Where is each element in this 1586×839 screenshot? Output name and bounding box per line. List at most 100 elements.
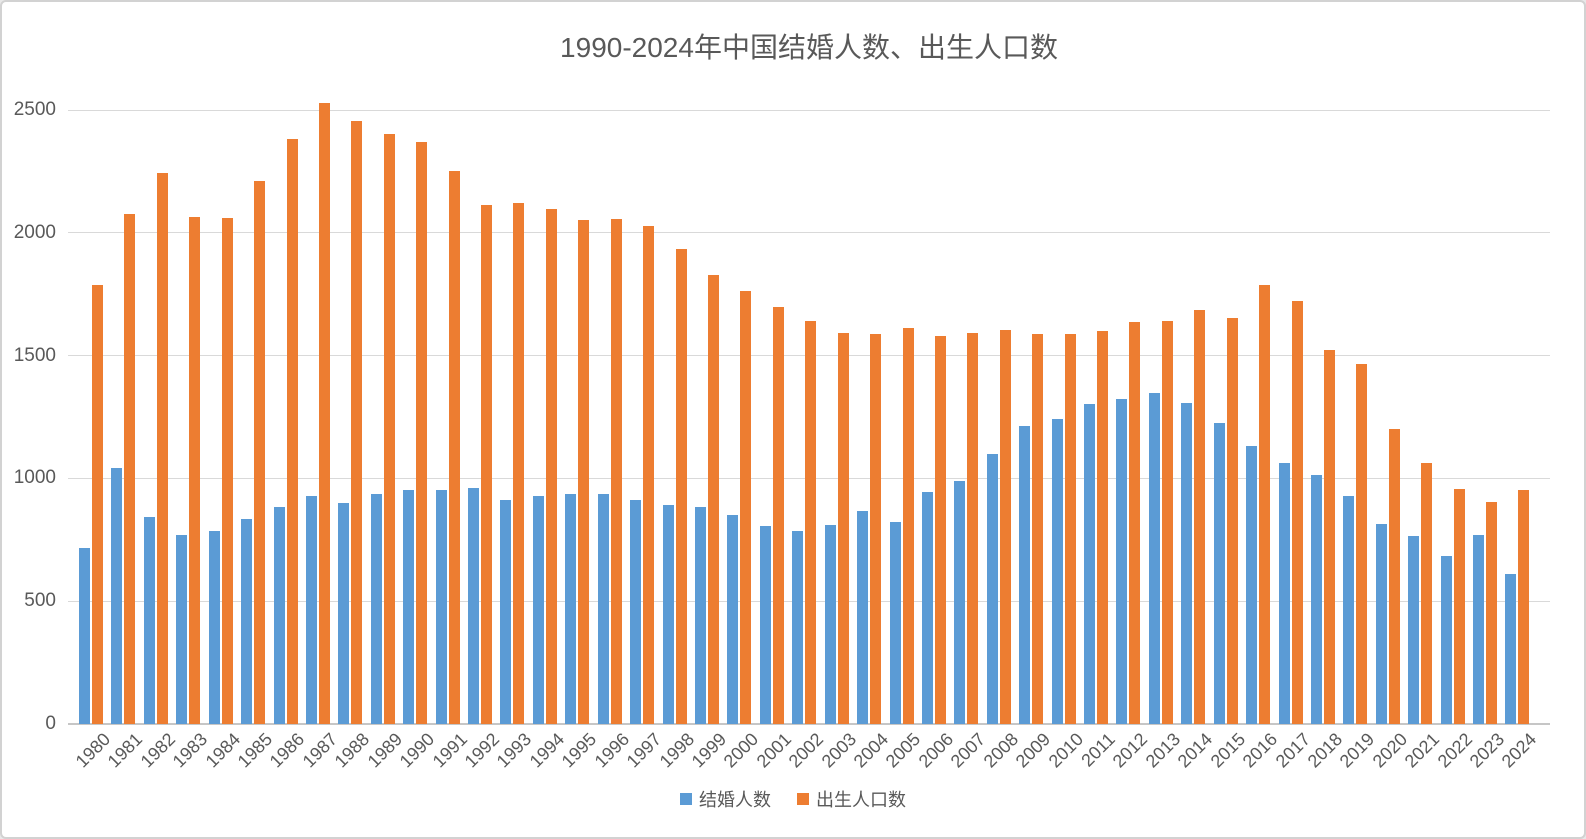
marriage-bar-1992 — [468, 487, 480, 724]
birth-bar-2018 — [1323, 349, 1335, 724]
marriage-bar-2006 — [921, 491, 933, 724]
x-tick-label-2018: 2018 — [1303, 729, 1347, 772]
birth-bar-1983 — [189, 216, 201, 724]
x-tick-label-1983: 1983 — [168, 729, 212, 772]
marriage-bar-2012 — [1116, 398, 1128, 724]
birth-bar-1992 — [481, 205, 493, 724]
birth-bar-2008 — [999, 330, 1011, 724]
gridline-2000 — [68, 232, 1550, 234]
x-tick-label-1992: 1992 — [460, 729, 504, 772]
birth-bar-2011 — [1097, 331, 1109, 724]
marriage-bar-1995 — [565, 494, 577, 724]
marriage-bar-2018 — [1310, 474, 1322, 724]
legend-swatch-icon — [680, 793, 692, 805]
gridline-2500 — [68, 109, 1550, 111]
marriage-bar-2007 — [954, 480, 966, 724]
y-tick-label-2500: 2500 — [13, 99, 56, 120]
birth-bar-2016 — [1259, 285, 1271, 724]
y-tick-label-2000: 2000 — [13, 221, 56, 243]
birth-bar-1995 — [578, 220, 590, 724]
marriage-bar-2017 — [1278, 462, 1290, 724]
marriage-bar-2019 — [1343, 496, 1355, 724]
birth-bar-2007 — [967, 333, 979, 724]
legend-item-birth: 出生人口数 — [797, 786, 906, 812]
marriage-bar-1987 — [305, 496, 317, 724]
marriage-bar-1985 — [241, 518, 253, 724]
birth-bar-2024 — [1518, 489, 1530, 724]
x-tick-label-2014: 2014 — [1173, 729, 1217, 772]
chart-title: 1990-2024年中国结婚人数、出生人口数 — [560, 32, 1058, 63]
marriage-bar-2011 — [1084, 404, 1096, 724]
birth-bar-2005 — [902, 328, 914, 724]
marriage-bar-2016 — [1246, 445, 1258, 724]
marriage-bar-1981 — [111, 468, 123, 724]
birth-bar-2015 — [1226, 317, 1238, 724]
x-tick-label-2013: 2013 — [1141, 729, 1185, 772]
x-tick-label-2012: 2012 — [1109, 729, 1152, 772]
marriage-bar-2005 — [889, 521, 901, 724]
x-tick-label-1984: 1984 — [201, 729, 244, 772]
legend-label: 结婚人数 — [699, 790, 771, 810]
birth-bar-2020 — [1388, 429, 1400, 724]
x-tick-label-2023: 2023 — [1465, 729, 1509, 772]
marriage-bar-1982 — [143, 517, 155, 724]
marriage-bar-2015 — [1213, 423, 1225, 724]
marriage-bar-1988 — [338, 503, 350, 724]
x-tick-label-2017: 2017 — [1271, 729, 1314, 772]
x-tick-label-2006: 2006 — [914, 729, 958, 772]
x-tick-label-1993: 1993 — [493, 729, 536, 772]
legend: 结婚人数 出生人口数 — [2, 786, 1584, 812]
birth-bar-2021 — [1421, 463, 1433, 724]
birth-bar-1980 — [92, 285, 103, 724]
marriage-bar-2021 — [1408, 536, 1420, 724]
x-tick-label-1998: 1998 — [655, 729, 698, 772]
marriage-bar-1993 — [500, 499, 512, 724]
y-tick-label-1000: 1000 — [13, 467, 56, 489]
birth-bar-1989 — [383, 133, 395, 724]
marriage-bar-2001 — [759, 526, 771, 724]
marriage-bar-2010 — [1051, 419, 1063, 724]
marriage-bar-1997 — [630, 499, 642, 724]
marriage-bar-1989 — [370, 493, 382, 724]
birth-bar-1999 — [707, 275, 719, 724]
birth-bar-1998 — [675, 249, 687, 724]
marriage-bar-2008 — [986, 454, 998, 724]
marriage-bar-2013 — [1148, 393, 1160, 724]
x-tick-label-2010: 2010 — [1044, 729, 1087, 772]
x-tick-label-1991: 1991 — [428, 729, 471, 772]
x-tick-label-2022: 2022 — [1433, 729, 1476, 772]
x-tick-label-1990: 1990 — [395, 729, 439, 772]
x-tick-label-2020: 2020 — [1368, 729, 1411, 772]
marriage-bar-2014 — [1181, 403, 1193, 724]
birth-bar-2019 — [1356, 364, 1368, 724]
marriage-bar-1990 — [403, 490, 415, 724]
x-tick-label-1987: 1987 — [298, 729, 342, 772]
birth-bar-2004 — [870, 333, 882, 724]
x-tick-label-1997: 1997 — [622, 729, 666, 772]
birth-bar-1996 — [610, 218, 622, 724]
birth-bar-2022 — [1453, 489, 1465, 724]
x-tick-label-2024: 2024 — [1498, 729, 1541, 772]
x-tick-label-1986: 1986 — [266, 729, 309, 772]
x-tick-label-1989: 1989 — [363, 729, 406, 772]
marriage-bar-2022 — [1440, 556, 1452, 724]
marriage-bar-1996 — [597, 493, 609, 724]
x-tick-label-2016: 2016 — [1238, 729, 1282, 772]
x-tick-label-2009: 2009 — [1011, 729, 1055, 772]
x-tick-label-2000: 2000 — [720, 729, 763, 772]
marriage-bar-1986 — [273, 506, 285, 724]
birth-bar-1982 — [156, 172, 168, 724]
marriage-bar-1994 — [532, 495, 544, 724]
x-tick-label-2002: 2002 — [784, 729, 828, 772]
birth-bar-1987 — [318, 102, 330, 724]
birth-bar-1985 — [254, 181, 266, 724]
birth-bar-1991 — [448, 171, 460, 724]
x-tick-label-1980: 1980 — [71, 729, 115, 772]
y-tick-label-0: 0 — [45, 713, 56, 734]
marriage-bar-2003 — [824, 524, 836, 724]
x-tick-label-2007: 2007 — [947, 729, 990, 772]
x-tick-label-2003: 2003 — [817, 729, 860, 772]
x-tick-label-1994: 1994 — [525, 729, 569, 772]
x-tick-label-2021: 2021 — [1400, 729, 1444, 772]
